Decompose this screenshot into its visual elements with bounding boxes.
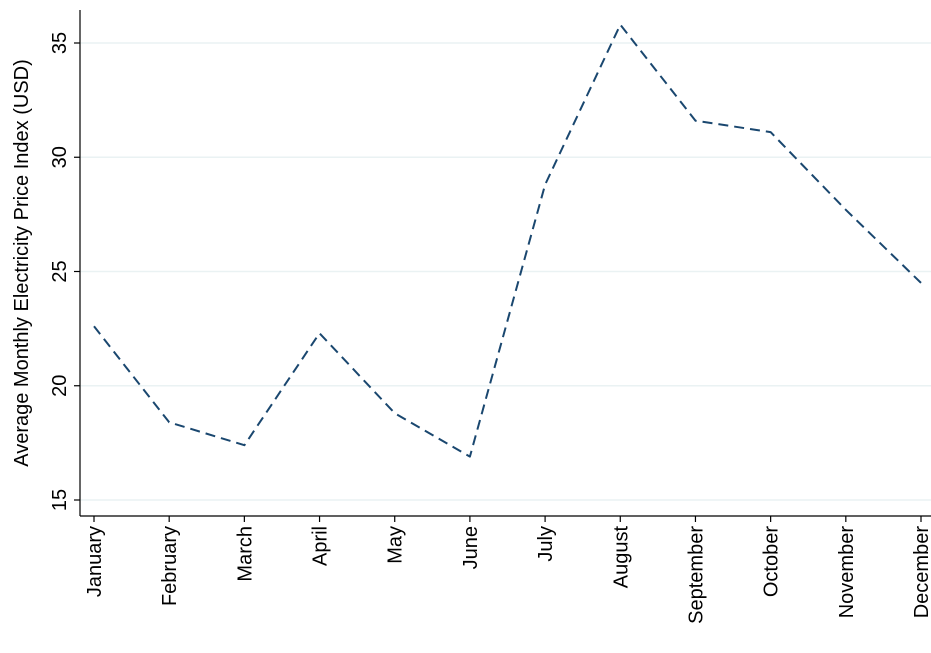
x-tick-label: September xyxy=(685,526,707,624)
gridlines xyxy=(80,42,931,501)
y-tick-label: 15 xyxy=(49,489,71,511)
x-tick-label: January xyxy=(84,526,106,597)
tick-labels: 15 20 25 30 35 January February March April May Ju… xyxy=(49,32,931,624)
x-tick-label: March xyxy=(234,526,256,582)
x-tick-label: May xyxy=(385,526,407,564)
y-tick-label: 30 xyxy=(49,146,71,168)
y-tick-label: 35 xyxy=(49,32,71,54)
series-line xyxy=(93,23,922,458)
x-tick-label: February xyxy=(159,526,181,606)
series-layer xyxy=(93,23,922,458)
axes xyxy=(74,10,931,522)
x-tick-label: December xyxy=(911,526,931,619)
y-tick-label: 25 xyxy=(49,260,71,282)
x-tick-label: August xyxy=(610,526,632,589)
y-tick-label: 20 xyxy=(49,375,71,397)
x-tick-label: November xyxy=(836,526,858,619)
y-axis-title: Average Monthly Electricity Price Index … xyxy=(11,59,33,467)
x-tick-label: June xyxy=(460,526,482,569)
x-tick-label: July xyxy=(535,526,557,562)
x-tick-label: October xyxy=(761,526,783,597)
x-tick-label: April xyxy=(310,526,332,566)
